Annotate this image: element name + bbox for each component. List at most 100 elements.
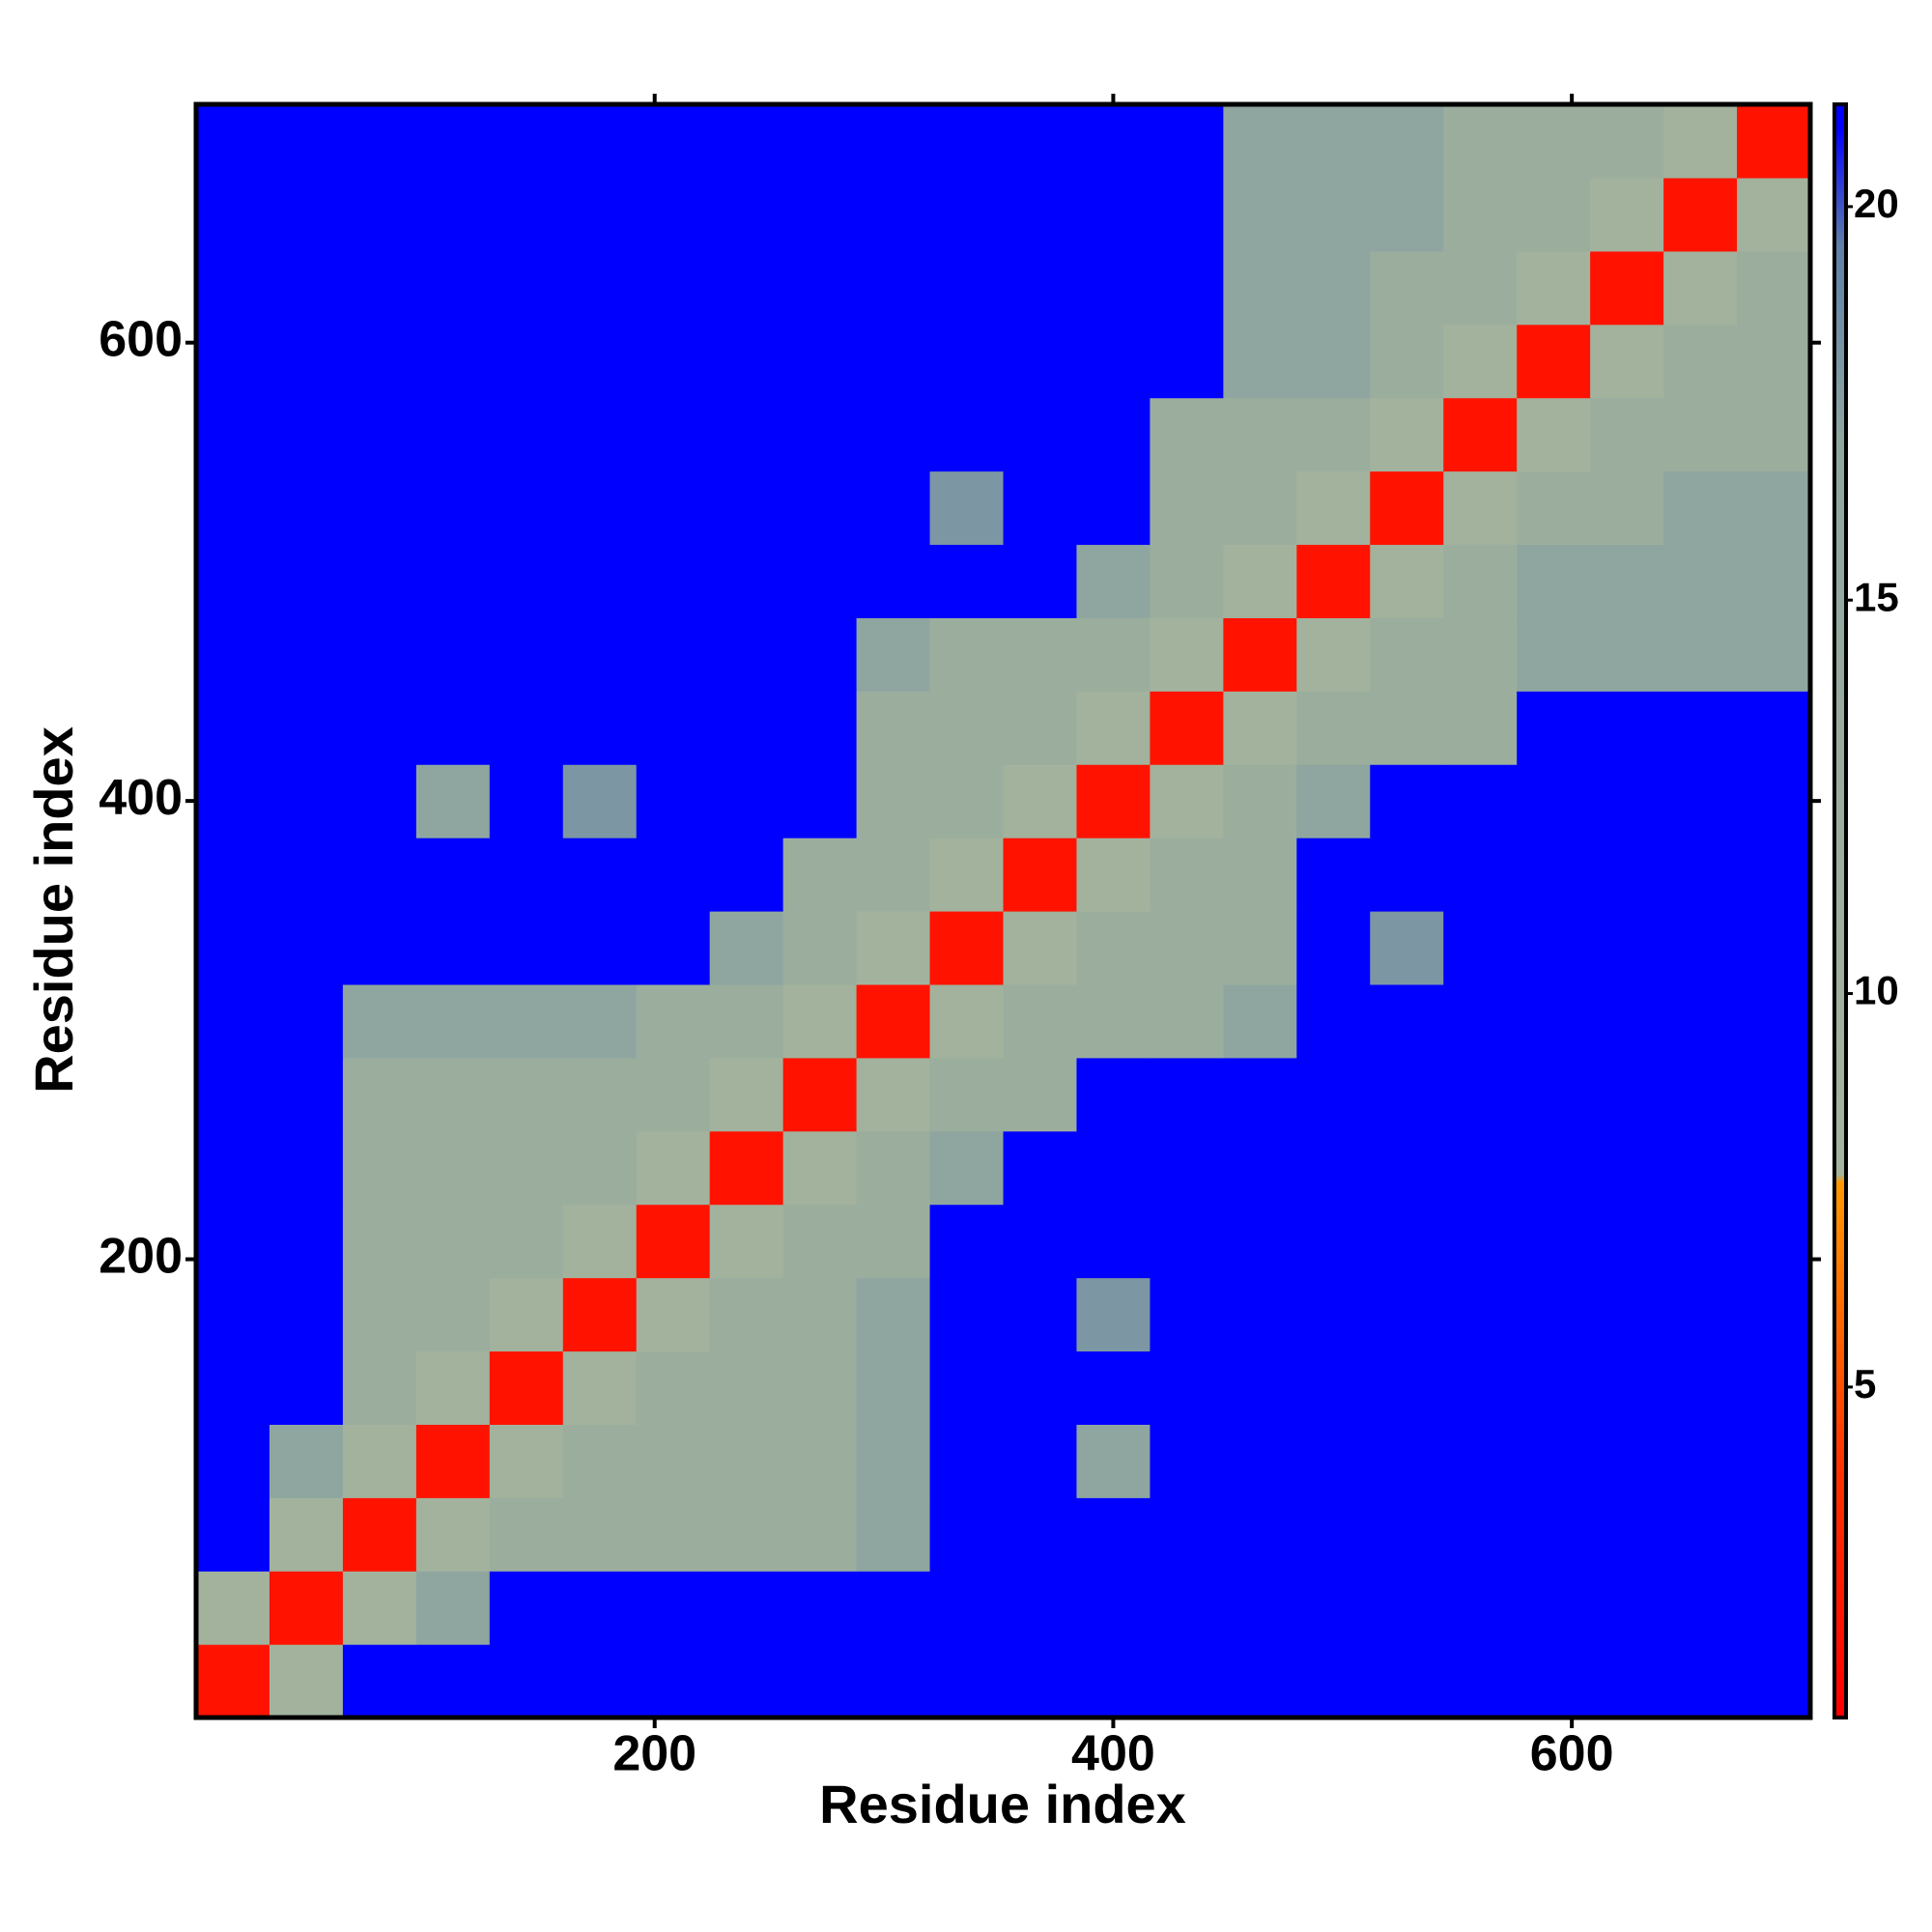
heatmap-cell <box>782 1424 858 1498</box>
heatmap-cell <box>415 1350 491 1425</box>
heatmap-cell <box>1663 764 1738 838</box>
heatmap-cell <box>636 617 711 692</box>
y-tick-label: 200 <box>99 1228 183 1284</box>
heatmap-cell <box>489 1424 564 1498</box>
heatmap-cell <box>269 1130 344 1206</box>
heatmap-cell <box>709 1644 784 1719</box>
y-tick-label: 600 <box>99 311 183 367</box>
heatmap-cell <box>1296 1424 1371 1498</box>
heatmap-cell <box>929 397 1005 472</box>
heatmap-cell <box>1663 1424 1738 1498</box>
heatmap-cell <box>709 1057 784 1132</box>
heatmap-cell <box>1370 544 1444 618</box>
heatmap-cell <box>269 1571 344 1645</box>
heatmap-cell <box>562 470 638 546</box>
heatmap-cell <box>782 1571 858 1645</box>
heatmap-cell <box>489 764 564 838</box>
heatmap-cell <box>856 397 931 472</box>
heatmap-cell <box>1443 1497 1518 1572</box>
heatmap-cell <box>709 250 784 326</box>
heatmap-cell <box>1590 104 1664 179</box>
heatmap-cell <box>489 250 564 326</box>
heatmap-cell <box>782 177 858 252</box>
heatmap-cell <box>415 250 491 326</box>
heatmap-cell <box>562 1497 638 1572</box>
heatmap-cell <box>1443 1277 1518 1352</box>
heatmap-cell <box>196 911 270 985</box>
heatmap-cell <box>1003 617 1078 692</box>
heatmap-cell <box>342 1424 417 1498</box>
heatmap-cell <box>709 1277 784 1352</box>
heatmap-cell <box>489 1497 564 1572</box>
heatmap-cell <box>1003 104 1078 179</box>
heatmap-cell <box>709 617 784 692</box>
heatmap-cell <box>1443 1644 1518 1719</box>
heatmap-cell <box>562 764 638 838</box>
heatmap-cell <box>1737 1057 1811 1132</box>
heatmap-cell <box>489 1350 564 1425</box>
heatmap-cell <box>1003 838 1078 912</box>
heatmap-cell <box>1443 250 1518 326</box>
heatmap-cell <box>782 764 858 838</box>
heatmap-cell <box>709 1497 784 1572</box>
heatmap-cell <box>636 764 711 838</box>
heatmap-cell <box>1003 1497 1078 1572</box>
heatmap-cell <box>1150 1644 1224 1719</box>
heatmap-cell <box>1590 1130 1664 1206</box>
heatmap-cell <box>1590 470 1664 546</box>
heatmap-cell <box>782 250 858 326</box>
heatmap-cell <box>415 177 491 252</box>
heatmap-cell <box>342 617 417 692</box>
heatmap-cell <box>1737 250 1811 326</box>
heatmap-cell <box>1150 983 1224 1059</box>
heatmap-cell <box>1150 1204 1224 1279</box>
heatmap-cell <box>709 324 784 399</box>
heatmap-cell <box>1003 1424 1078 1498</box>
heatmap-cell <box>1517 1057 1591 1132</box>
heatmap-cell <box>1296 104 1371 179</box>
colorbar-tick-label: 10 <box>1854 968 1899 1013</box>
heatmap-cell <box>636 1057 711 1132</box>
heatmap-cell <box>1296 1204 1371 1279</box>
heatmap-cell <box>929 983 1005 1059</box>
heatmap-cell <box>709 104 784 179</box>
heatmap-cell <box>1370 397 1444 472</box>
heatmap-cell <box>269 250 344 326</box>
heatmap-cell <box>562 911 638 985</box>
heatmap-cell <box>342 250 417 326</box>
heatmap-cell <box>1003 470 1078 546</box>
heatmap-cell <box>1590 691 1664 765</box>
heatmap-cell <box>1076 764 1151 838</box>
heatmap-cell <box>562 1057 638 1132</box>
colorbar-tick-label: 15 <box>1854 574 1899 619</box>
heatmap-cell <box>1223 1497 1297 1572</box>
heatmap-cell <box>562 1571 638 1645</box>
heatmap-cell <box>342 324 417 399</box>
heatmap-cell <box>562 838 638 912</box>
heatmap-cell <box>1150 1350 1224 1425</box>
heatmap-cell <box>342 104 417 179</box>
heatmap-cell <box>1076 691 1151 765</box>
heatmap-cell <box>196 1571 270 1645</box>
heatmap-cell <box>1150 617 1224 692</box>
heatmap-cell <box>342 1571 417 1645</box>
heatmap-cell <box>782 1204 858 1279</box>
heatmap-cell <box>1076 397 1151 472</box>
heatmap-cell <box>1737 911 1811 985</box>
heatmap-cell <box>196 397 270 472</box>
heatmap-cell <box>1663 324 1738 399</box>
heatmap-cell <box>1003 397 1078 472</box>
heatmap-cell <box>562 177 638 252</box>
heatmap-cell <box>1737 544 1811 618</box>
heatmap-cell <box>856 1644 931 1719</box>
heatmap-cell <box>1223 983 1297 1059</box>
heatmap-cell <box>1296 1497 1371 1572</box>
heatmap-cell <box>1076 1424 1151 1498</box>
heatmap-cell <box>269 764 344 838</box>
heatmap-cell <box>1370 1571 1444 1645</box>
heatmap-cell <box>1296 470 1371 546</box>
heatmap-cell <box>1737 1130 1811 1206</box>
heatmap-cell <box>1663 1350 1738 1425</box>
heatmap-cell <box>929 1057 1005 1132</box>
heatmap-cell <box>1370 1130 1444 1206</box>
